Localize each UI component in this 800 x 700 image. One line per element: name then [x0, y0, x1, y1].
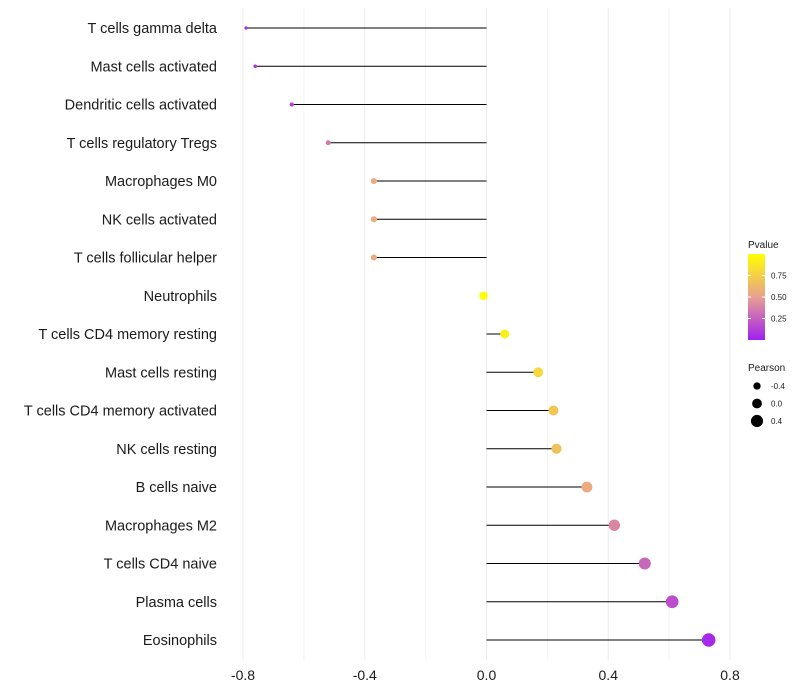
lollipop-point	[289, 102, 294, 107]
category-label: Eosinophils	[143, 633, 217, 649]
category-label: Mast cells resting	[105, 365, 217, 381]
category-label: B cells naive	[136, 480, 217, 496]
x-tick-label: -0.4	[353, 667, 377, 683]
lollipop-point	[370, 216, 377, 223]
lollipop-point	[479, 291, 488, 301]
pearson-legend: Pearson -0.4 0.0 0.4	[748, 363, 785, 428]
x-tick-label: 0.4	[599, 667, 619, 683]
pearson-legend-dot	[752, 398, 762, 409]
pvalue-legend-title: Pvalue	[748, 240, 779, 251]
lollipop-point	[325, 140, 331, 146]
lollipop-point	[500, 329, 510, 339]
lollipop-point	[638, 557, 651, 570]
lollipop-point	[581, 481, 593, 493]
category-label: T cells follicular helper	[74, 251, 217, 267]
lollipop-point	[370, 177, 377, 185]
lollipop-point	[548, 405, 559, 416]
category-label: T cells regulatory Tregs	[67, 136, 217, 152]
lollipop-points	[244, 26, 716, 647]
pvalue-legend-tick-label: 0.75	[771, 272, 787, 281]
lollipop-point	[533, 367, 544, 378]
lollipop-point	[665, 595, 679, 609]
category-label: T cells CD4 memory activated	[24, 404, 217, 420]
category-label: NK cells resting	[116, 442, 217, 458]
pvalue-legend-tick-label: 0.25	[771, 315, 787, 324]
y-axis-category-labels: T cells gamma delta Mast cells activated D…	[24, 21, 218, 649]
lollipop-point	[253, 64, 257, 68]
x-tick-label: -0.8	[231, 667, 255, 683]
pearson-legend-title: Pearson	[748, 363, 785, 374]
x-tick-label: 0.0	[477, 667, 497, 683]
pearson-legend-label: -0.4	[771, 382, 785, 391]
lollipop-point	[244, 26, 248, 30]
lollipop-point	[701, 633, 716, 647]
category-label: NK cells activated	[102, 212, 217, 228]
category-label: T cells gamma delta	[88, 21, 218, 37]
lollipop-point	[370, 254, 377, 261]
lollipop-point	[608, 519, 621, 531]
x-tick-label: 0.8	[720, 667, 740, 683]
pearson-legend-label: 0.4	[771, 417, 783, 426]
category-label: Neutrophils	[144, 289, 217, 305]
pearson-legend-label: 0.0	[771, 400, 783, 409]
category-label: Mast cells activated	[90, 59, 217, 75]
category-label: Plasma cells	[136, 595, 217, 611]
pvalue-legend: Pvalue 0.75 0.50 0.25	[748, 240, 787, 340]
category-label: Dendritic cells activated	[65, 98, 217, 114]
pvalue-colorbar	[748, 254, 765, 340]
lollipop-stems	[246, 27, 709, 641]
category-label: Macrophages M2	[105, 518, 217, 534]
x-axis-tick-labels: -0.8 -0.4 0.0 0.4 0.8	[231, 667, 740, 683]
pearson-legend-dot	[753, 382, 761, 390]
category-label: T cells CD4 naive	[104, 557, 217, 573]
lollipop-point	[551, 443, 562, 454]
pvalue-legend-tick-label: 0.50	[771, 293, 787, 302]
category-label: Macrophages M0	[105, 174, 217, 190]
category-label: T cells CD4 memory resting	[38, 327, 217, 343]
pearson-legend-dot	[750, 414, 764, 428]
